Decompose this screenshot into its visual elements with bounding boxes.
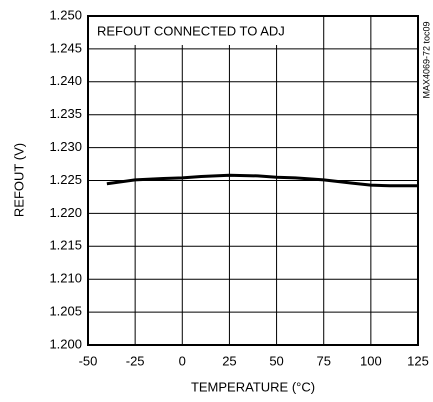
x-tick-label: 125 — [407, 353, 429, 368]
y-tick-label: 1.225 — [49, 172, 82, 187]
y-tick-label: 1.245 — [49, 40, 82, 55]
annotation: REFOUT CONNECTED TO ADJ — [97, 23, 285, 38]
y-tick-label: 1.205 — [49, 304, 82, 319]
y-tick-label: 1.215 — [49, 238, 82, 253]
x-tick-label: 50 — [269, 353, 283, 368]
y-tick-label: 1.200 — [49, 336, 82, 351]
x-tick-label: 25 — [222, 353, 236, 368]
x-axis-label: TEMPERATURE (°C) — [191, 379, 315, 394]
x-tick-label: -50 — [79, 353, 98, 368]
y-tick-label: 1.240 — [49, 73, 82, 88]
x-tick-label: 0 — [179, 353, 186, 368]
y-tick-label: 1.210 — [49, 271, 82, 286]
y-tick-label: 1.250 — [49, 7, 82, 22]
y-tick-label: 1.230 — [49, 139, 82, 154]
data-line — [106, 173, 418, 188]
plot-frame — [87, 15, 419, 346]
annotation-box — [89, 17, 307, 45]
y-tick-label: 1.220 — [49, 205, 82, 220]
x-tick-label: -25 — [126, 353, 145, 368]
y-axis-label: REFOUT (V) — [11, 143, 26, 217]
x-tick-label: 100 — [360, 353, 382, 368]
side-note: MAX4069-72 toc09 — [421, 21, 431, 98]
x-tick-label: 75 — [316, 353, 330, 368]
y-tick-label: 1.235 — [49, 106, 82, 121]
